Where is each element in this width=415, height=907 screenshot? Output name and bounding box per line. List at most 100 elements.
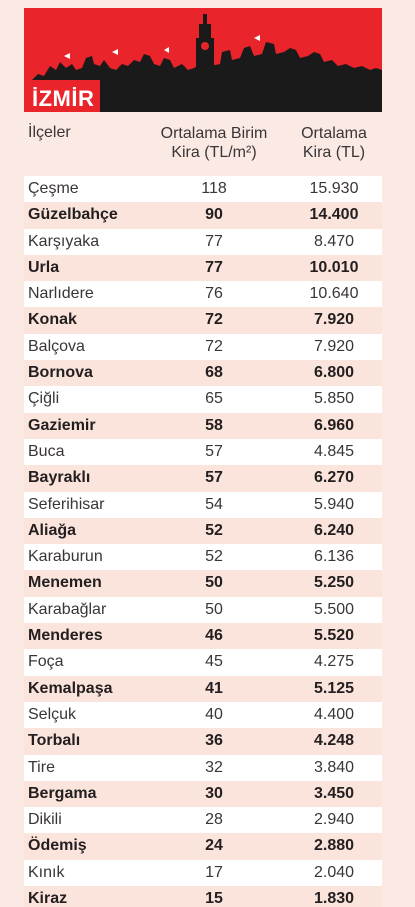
unit-rent-cell: 52 (205, 548, 223, 566)
table-row: Torbalı 36 4.248 (24, 728, 382, 755)
unit-rent-cell: 50 (205, 574, 223, 592)
table-row: Bornova 68 6.800 (24, 360, 382, 387)
table-row: Güzelbahçe 90 14.400 (24, 202, 382, 229)
unit-rent-cell: 54 (205, 495, 223, 513)
table-row: Foça 45 4.275 (24, 649, 382, 676)
unit-rent-cell: 118 (201, 180, 227, 197)
header-avg-rent: Ortalama Kira (TL) (286, 124, 382, 162)
avg-rent-cell: 4.248 (313, 732, 355, 750)
avg-rent-cell: 6.270 (313, 469, 355, 487)
avg-rent-cell: 6.136 (313, 548, 355, 566)
district-cell: Menemen (28, 574, 102, 592)
unit-rent-cell: 30 (205, 784, 223, 802)
table-row: Tire 32 3.840 (24, 754, 382, 781)
district-cell: Buca (28, 442, 65, 460)
table-row: Menemen 50 5.250 (24, 570, 382, 597)
avg-rent-cell: 2.880 (313, 837, 355, 855)
avg-rent-cell: 6.960 (313, 416, 355, 434)
district-cell: Konak (28, 311, 77, 329)
district-cell: Torbalı (28, 732, 81, 750)
unit-rent-cell: 24 (205, 837, 223, 855)
district-cell: Çiğli (28, 390, 60, 408)
avg-rent-cell: 5.250 (313, 574, 355, 592)
table-row: Karabağlar 50 5.500 (24, 596, 382, 624)
avg-rent-cell: 10.640 (309, 285, 359, 303)
clock-tower (196, 38, 214, 112)
unit-rent-cell: 72 (205, 337, 223, 355)
table-row: Aliağa 52 6.240 (24, 517, 382, 545)
avg-rent-cell: 1.830 (313, 890, 355, 907)
table-row: Bergama 30 3.450 (24, 780, 382, 808)
skyline-illustration (24, 14, 382, 112)
unit-rent-cell: 50 (205, 600, 223, 618)
avg-rent-cell: 3.840 (313, 758, 355, 776)
district-cell: Foça (28, 653, 64, 671)
district-cell: Güzelbahçe (28, 206, 118, 224)
unit-rent-cell: 77 (205, 258, 223, 276)
table-row: Karaburun 52 6.136 (24, 544, 382, 571)
city-banner: İZMİR (24, 8, 382, 112)
table-row: Buca 57 4.845 (24, 438, 382, 466)
avg-rent-cell: 7.920 (313, 337, 355, 355)
district-cell: Ödemiş (28, 837, 87, 855)
city-title: İZMİR (32, 86, 95, 111)
district-cell: Karşıyaka (28, 232, 100, 250)
unit-rent-cell: 57 (205, 442, 223, 460)
unit-rent-cell: 58 (205, 416, 223, 434)
avg-rent-cell: 6.240 (313, 521, 355, 539)
rent-table: İlçeler Ortalama Birim Kira (TL/m²) Orta… (24, 112, 382, 907)
table-row: Dikili 28 2.940 (24, 807, 382, 834)
table-row: Kınık 17 2.040 (24, 859, 382, 887)
avg-rent-cell: 10.010 (309, 258, 359, 276)
unit-rent-cell: 17 (205, 863, 223, 881)
district-cell: Dikili (28, 811, 62, 829)
table-row: Balçova 72 7.920 (24, 333, 382, 361)
avg-rent-cell: 2.040 (313, 863, 355, 881)
header-unit-line2: Kira (TL/m²) (171, 144, 257, 161)
table-row: Çiğli 65 5.850 (24, 386, 382, 413)
avg-rent-cell: 2.940 (313, 811, 355, 829)
table-body: Çeşme 118 15.930 Güzelbahçe 90 14.400 Karşıyak… (24, 176, 382, 907)
unit-rent-cell: 76 (205, 285, 223, 303)
unit-rent-cell: 32 (205, 758, 223, 776)
table-row: Seferihisar 54 5.940 (24, 491, 382, 518)
table-row: Kiraz 15 1.830 (24, 886, 382, 907)
district-cell: Seferihisar (28, 495, 105, 513)
header-unit-rent: Ortalama Birim Kira (TL/m²) (154, 124, 274, 162)
unit-rent-cell: 52 (205, 521, 223, 539)
district-cell: Narlıdere (28, 285, 94, 303)
table-row: Çeşme 118 15.930 (24, 176, 382, 203)
unit-rent-cell: 41 (205, 679, 223, 697)
unit-rent-cell: 45 (205, 653, 223, 671)
avg-rent-cell: 5.940 (313, 495, 355, 513)
avg-rent-cell: 5.850 (313, 390, 355, 408)
avg-rent-cell: 5.500 (313, 600, 355, 618)
table-row: Narlıdere 76 10.640 (24, 281, 382, 308)
district-cell: Kiraz (28, 890, 68, 907)
avg-rent-cell: 5.520 (313, 627, 355, 645)
district-cell: Karabağlar (28, 600, 107, 618)
unit-rent-cell: 90 (205, 206, 223, 224)
unit-rent-cell: 72 (205, 311, 223, 329)
table-row: Karşıyaka 77 8.470 (24, 228, 382, 255)
district-cell: Urla (28, 258, 60, 276)
unit-rent-cell: 40 (205, 705, 223, 723)
unit-rent-cell: 36 (205, 732, 223, 750)
table-row: Kemalpaşa 41 5.125 (24, 675, 382, 702)
avg-rent-cell: 8.470 (313, 232, 355, 250)
avg-rent-cell: 7.920 (313, 311, 355, 329)
district-cell: Kemalpaşa (28, 679, 113, 697)
header-unit-line1: Ortalama Birim (160, 125, 268, 142)
table-row: Urla 77 10.010 (24, 254, 382, 282)
header-rent-line1: Ortalama (301, 125, 367, 142)
unit-rent-cell: 57 (205, 469, 223, 487)
unit-rent-cell: 28 (205, 811, 223, 829)
district-cell: Bornova (28, 364, 93, 382)
table-row: Ödemiş 24 2.880 (24, 833, 382, 860)
district-cell: Gaziemir (28, 416, 96, 434)
table-row: Konak 72 7.920 (24, 307, 382, 334)
district-cell: Bayraklı (28, 469, 91, 487)
table-header: İlçeler Ortalama Birim Kira (TL/m²) Orta… (24, 112, 382, 176)
unit-rent-cell: 77 (205, 232, 223, 250)
